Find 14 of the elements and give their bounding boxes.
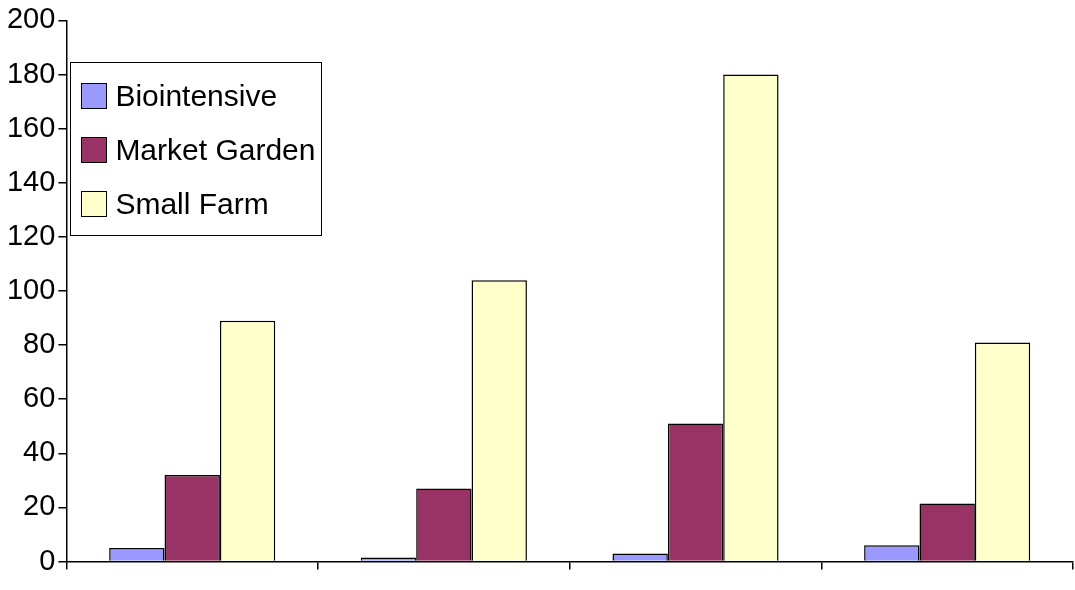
- y-tick-label: 120: [6, 218, 56, 251]
- legend-label: Biointensive: [115, 79, 278, 114]
- y-tick-label: 80: [23, 327, 56, 360]
- y-tick-label: 200: [6, 2, 56, 35]
- y-tick-label: 0: [39, 543, 56, 576]
- legend-label: Market Garden: [115, 133, 316, 168]
- y-tick-label: 160: [6, 110, 56, 143]
- y-tick-label: 60: [23, 381, 56, 414]
- y-tick-label: 40: [23, 435, 56, 468]
- y-tick-label: 140: [6, 164, 56, 197]
- legend-label: Small Farm: [115, 187, 269, 222]
- y-tick-label: 180: [6, 56, 56, 89]
- y-tick-label: 20: [23, 489, 56, 522]
- y-tick-label: 100: [6, 273, 56, 305]
